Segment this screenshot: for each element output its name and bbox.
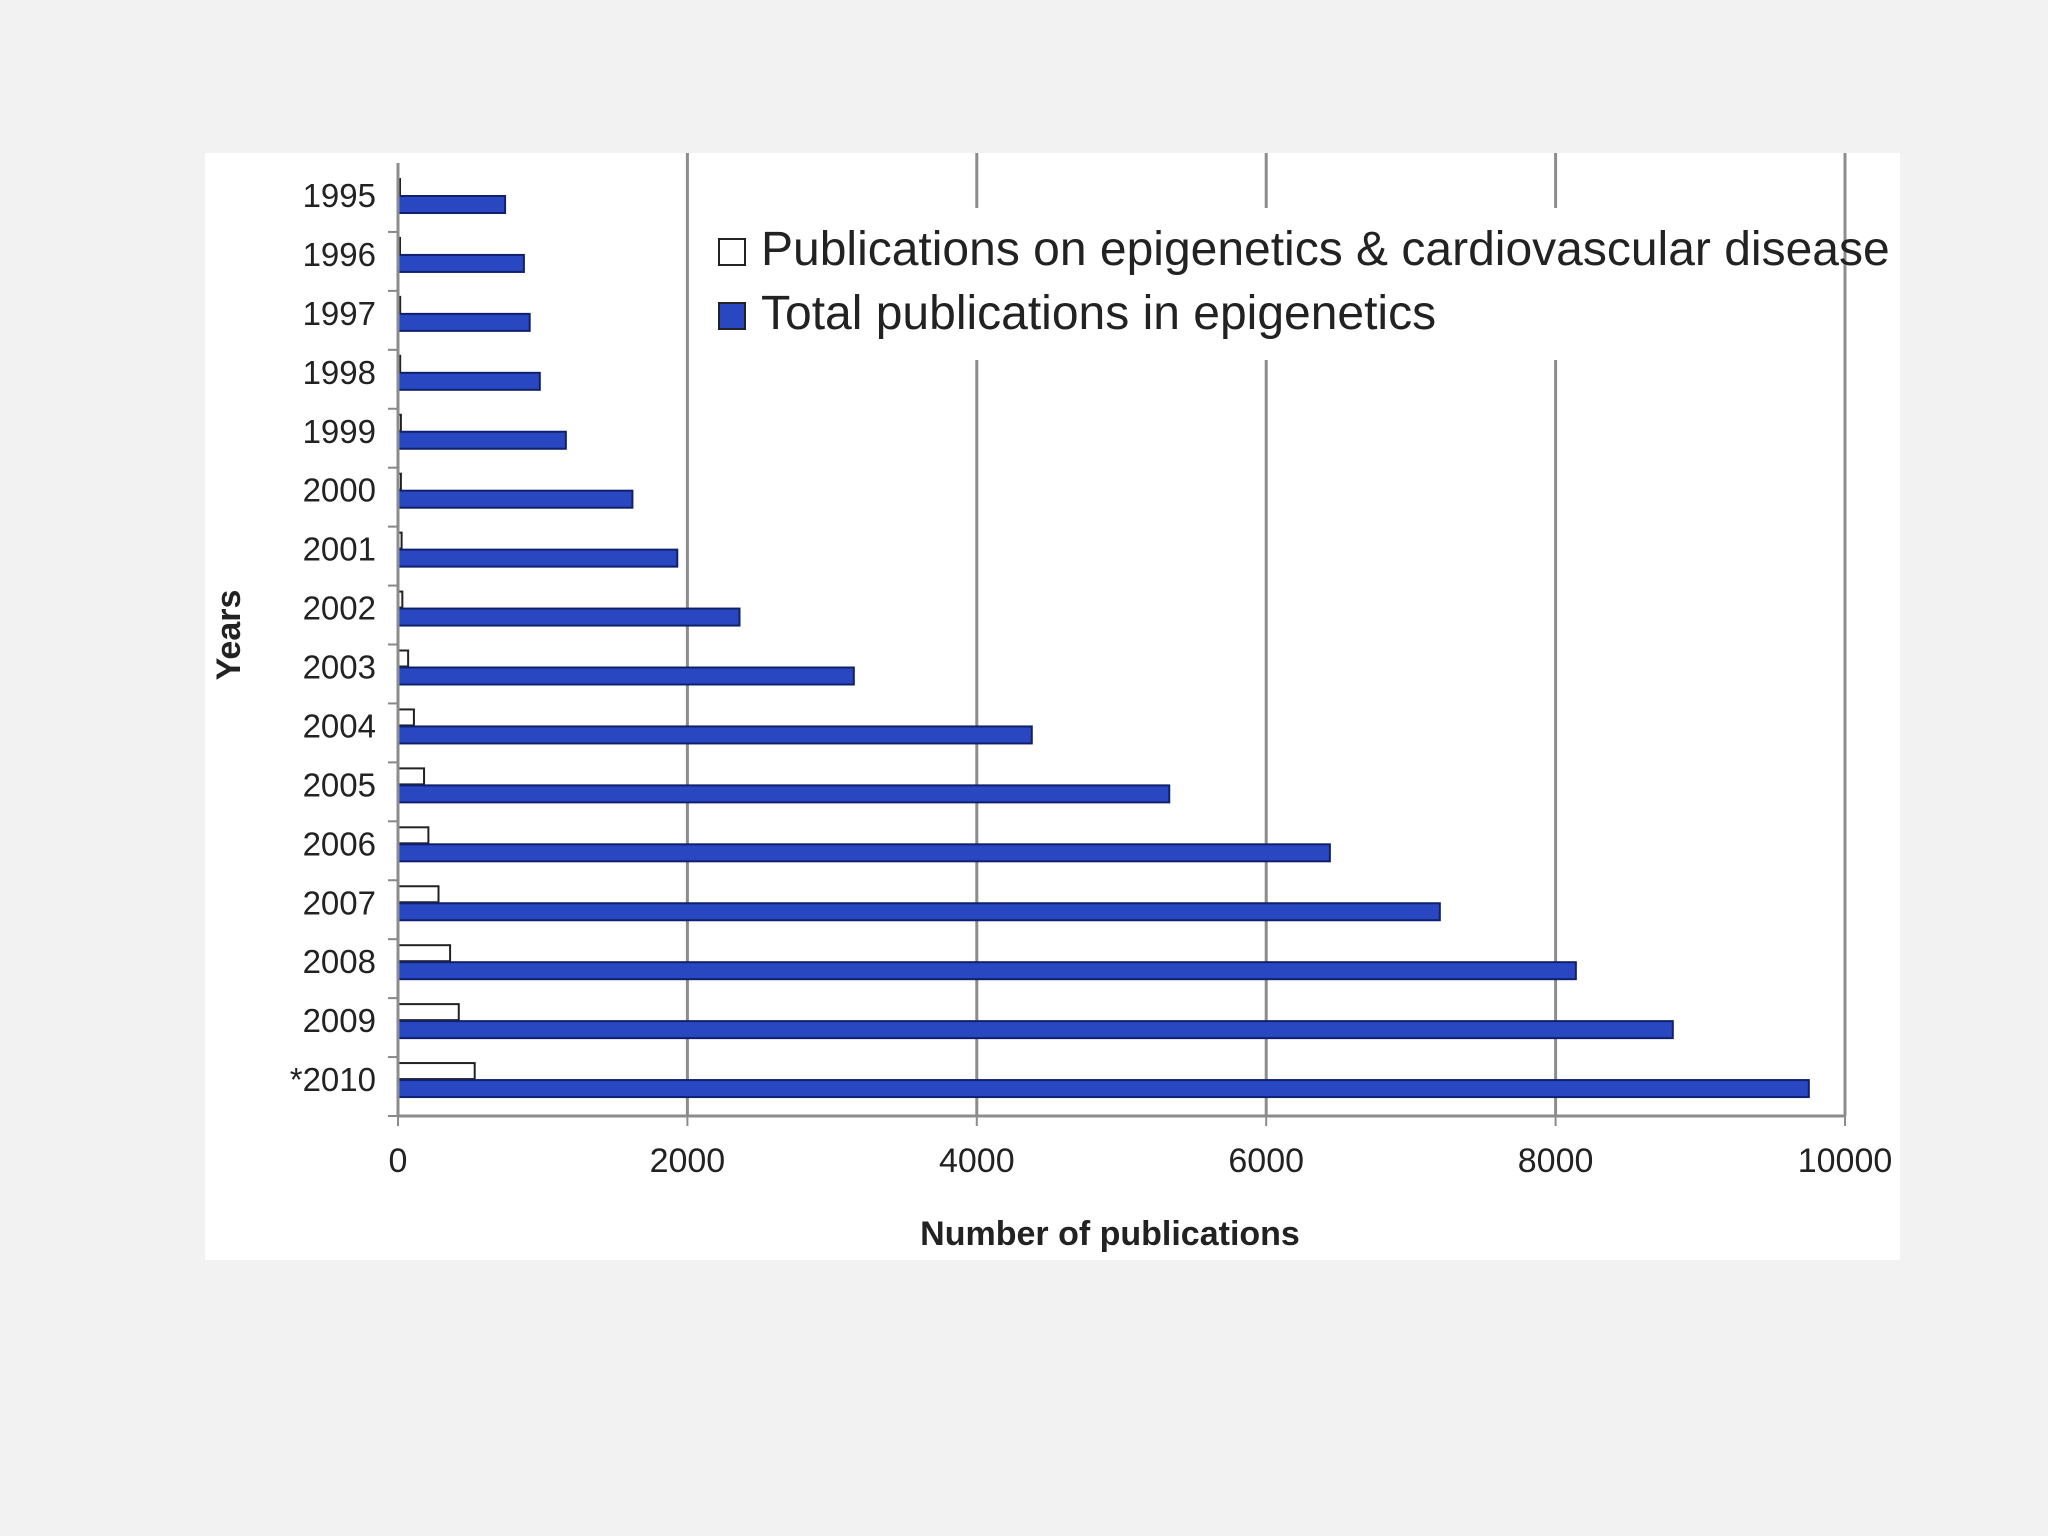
bar-total xyxy=(397,489,634,509)
y-tick-label: 2001 xyxy=(303,531,376,568)
bar-cvd xyxy=(397,826,430,845)
legend-label: Publications on epigenetics & cardiovasc… xyxy=(761,223,1890,276)
bar-total xyxy=(397,666,855,686)
bar-cvd xyxy=(397,708,415,727)
y-tick-label: 1998 xyxy=(303,354,376,391)
x-tick-label: 4000 xyxy=(939,1142,1015,1180)
bar-cvd xyxy=(397,767,426,786)
bars xyxy=(397,178,1810,1099)
bar-chart: 1995 1996 1997 1998 1999 2000 2001 2002 2003 2004… xyxy=(210,153,1893,1253)
bar-total xyxy=(397,371,541,391)
bar-total xyxy=(397,725,1033,745)
legend-box xyxy=(710,208,1835,360)
bar-total xyxy=(397,312,531,332)
bar-cvd xyxy=(397,1003,460,1022)
x-tick-label: 2000 xyxy=(650,1142,726,1180)
bar-total xyxy=(397,843,1331,863)
x-axis-title: Number of publications xyxy=(920,1215,1300,1253)
axes: 1995 1996 1997 1998 1999 2000 2001 2002 2003 2004… xyxy=(290,163,1893,1180)
y-axis-title: Years xyxy=(210,590,248,681)
bar-cvd xyxy=(397,649,410,668)
y-tick-label: *2010 xyxy=(290,1061,376,1098)
bar-total xyxy=(397,961,1577,981)
bar-total xyxy=(397,1020,1674,1040)
legend-label: Total publications in epigenetics xyxy=(761,287,1436,340)
y-tick-label: 1997 xyxy=(303,295,376,332)
bar-cvd xyxy=(397,944,452,963)
y-tick-label: 1995 xyxy=(303,177,376,214)
y-tick-label: 2004 xyxy=(303,707,376,744)
x-tick-label: 0 xyxy=(389,1142,408,1180)
legend-swatch xyxy=(718,302,746,330)
bar-total xyxy=(397,784,1171,804)
bar-total xyxy=(397,195,507,214)
bar-cvd xyxy=(397,1062,476,1081)
legend: Publications on epigenetics & cardiovasc… xyxy=(710,208,1890,360)
bar-total xyxy=(397,548,679,568)
bar-cvd xyxy=(397,885,440,904)
y-tick-label: 2000 xyxy=(303,472,376,509)
y-tick-label: 2008 xyxy=(303,943,376,980)
bar-total xyxy=(397,1079,1810,1099)
y-tick-label: 2005 xyxy=(303,766,376,803)
y-tick-label: 2006 xyxy=(303,825,376,862)
bar-total xyxy=(397,607,741,627)
bar-total xyxy=(397,253,525,273)
x-tick-label: 6000 xyxy=(1228,1142,1304,1180)
x-tick-label: 10000 xyxy=(1798,1142,1893,1180)
chart-card: 1995 1996 1997 1998 1999 2000 2001 2002 2003 2004… xyxy=(205,153,1900,1260)
legend-swatch xyxy=(718,238,746,266)
x-tick-label: 8000 xyxy=(1518,1142,1594,1180)
y-tick-label: 2009 xyxy=(303,1002,376,1039)
bar-total xyxy=(397,902,1441,922)
y-tick-label: 2007 xyxy=(303,884,376,921)
bar-total xyxy=(397,430,567,450)
y-tick-label: 2003 xyxy=(303,649,376,686)
y-tick-label: 1996 xyxy=(303,236,376,273)
y-tick-label: 1999 xyxy=(303,413,376,450)
y-tick-label: 2002 xyxy=(303,590,376,627)
